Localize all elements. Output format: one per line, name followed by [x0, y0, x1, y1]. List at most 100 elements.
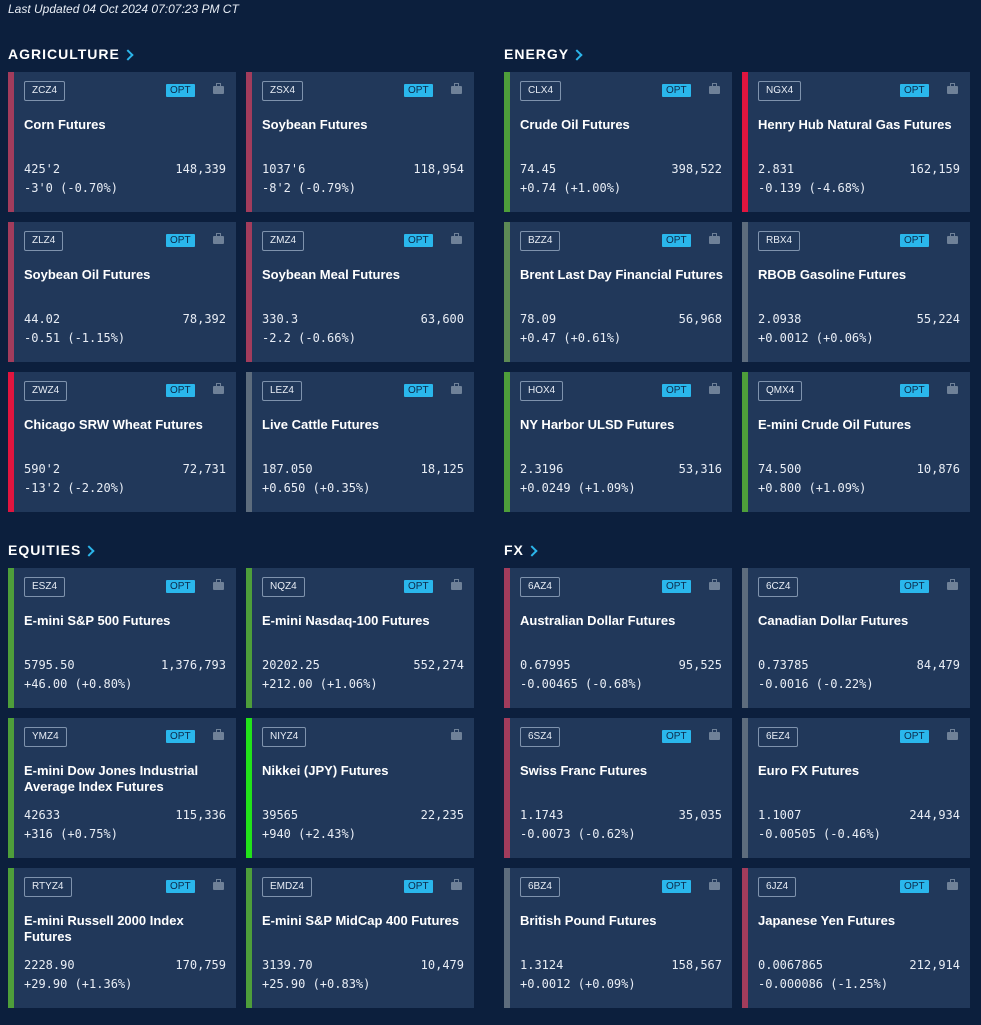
contract-name[interactable]: British Pound Futures [520, 913, 657, 928]
options-badge[interactable]: OPT [662, 234, 691, 247]
options-badge[interactable]: OPT [900, 580, 929, 593]
contract-name[interactable]: Nikkei (JPY) Futures [262, 763, 389, 778]
futures-card-ngx4[interactable]: NGX4 OPT Henry Hub Natural Gas Futures 2.83… [742, 72, 970, 212]
briefcase-icon[interactable] [709, 729, 720, 740]
options-badge[interactable]: OPT [166, 234, 195, 247]
contract-name[interactable]: Canadian Dollar Futures [758, 613, 909, 628]
briefcase-icon[interactable] [451, 879, 462, 890]
futures-card-zcz4[interactable]: ZCZ4 OPT Corn Futures 425'2 148,339 -3'0 (-0.… [8, 72, 236, 212]
futures-card-esz4[interactable]: ESZ4 OPT E-mini S&P 500 Futures 5795.50 1,37… [8, 568, 236, 708]
briefcase-icon[interactable] [709, 579, 720, 590]
contract-name[interactable]: E-mini S&P MidCap 400 Futures [262, 913, 459, 928]
briefcase-icon[interactable] [709, 233, 720, 244]
contract-code-badge[interactable]: YMZ4 [24, 727, 67, 747]
contract-code-badge[interactable]: EMDZ4 [262, 877, 312, 897]
briefcase-icon[interactable] [213, 383, 224, 394]
contract-code-badge[interactable]: ZLZ4 [24, 231, 64, 251]
futures-card-hox4[interactable]: HOX4 OPT NY Harbor ULSD Futures 2.3196 53,31… [504, 372, 732, 512]
options-badge[interactable]: OPT [404, 580, 433, 593]
contract-code-badge[interactable]: RTYZ4 [24, 877, 72, 897]
futures-card-6sz4[interactable]: 6SZ4 OPT Swiss Franc Futures 1.1743 35,035 -0… [504, 718, 732, 858]
contract-name[interactable]: E-mini S&P 500 Futures [24, 613, 171, 628]
futures-card-zsx4[interactable]: ZSX4 OPT Soybean Futures 1037'6 118,954 -8'2 … [246, 72, 474, 212]
futures-card-clx4[interactable]: CLX4 OPT Crude Oil Futures 74.45 398,522 +0.7… [504, 72, 732, 212]
contract-code-badge[interactable]: QMX4 [758, 381, 803, 401]
contract-code-badge[interactable]: ZCZ4 [24, 81, 65, 101]
briefcase-icon[interactable] [451, 233, 462, 244]
briefcase-icon[interactable] [213, 729, 224, 740]
futures-card-6bz4[interactable]: 6BZ4 OPT British Pound Futures 1.3124 158,56… [504, 868, 732, 1008]
briefcase-icon[interactable] [213, 579, 224, 590]
contract-code-badge[interactable]: RBX4 [758, 231, 801, 251]
contract-code-badge[interactable]: 6EZ4 [758, 727, 798, 747]
contract-code-badge[interactable]: NGX4 [758, 81, 802, 101]
futures-card-bzz4[interactable]: BZZ4 OPT Brent Last Day Financial Futures 7… [504, 222, 732, 362]
futures-card-zmz4[interactable]: ZMZ4 OPT Soybean Meal Futures 330.3 63,600 -2… [246, 222, 474, 362]
contract-code-badge[interactable]: 6SZ4 [520, 727, 560, 747]
contract-name[interactable]: Swiss Franc Futures [520, 763, 648, 778]
contract-code-badge[interactable]: 6BZ4 [520, 877, 560, 897]
briefcase-icon[interactable] [947, 233, 958, 244]
contract-name[interactable]: NY Harbor ULSD Futures [520, 417, 675, 432]
contract-name[interactable]: E-mini Nasdaq-100 Futures [262, 613, 430, 628]
contract-code-badge[interactable]: ZWZ4 [24, 381, 68, 401]
briefcase-icon[interactable] [947, 879, 958, 890]
options-badge[interactable]: OPT [662, 730, 691, 743]
briefcase-icon[interactable] [709, 879, 720, 890]
contract-name[interactable]: Brent Last Day Financial Futures [520, 267, 723, 282]
section-title-fx[interactable]: FX [504, 542, 538, 558]
options-badge[interactable]: OPT [662, 384, 691, 397]
contract-code-badge[interactable]: 6AZ4 [520, 577, 560, 597]
options-badge[interactable]: OPT [404, 234, 433, 247]
contract-name[interactable]: Corn Futures [24, 117, 106, 132]
futures-card-6cz4[interactable]: 6CZ4 OPT Canadian Dollar Futures 0.73785 84,… [742, 568, 970, 708]
contract-name[interactable]: RBOB Gasoline Futures [758, 267, 907, 282]
briefcase-icon[interactable] [947, 83, 958, 94]
futures-card-qmx4[interactable]: QMX4 OPT E-mini Crude Oil Futures 74.500 10,… [742, 372, 970, 512]
contract-code-badge[interactable]: ZSX4 [262, 81, 304, 101]
options-badge[interactable]: OPT [166, 84, 195, 97]
contract-name[interactable]: Live Cattle Futures [262, 417, 380, 432]
contract-name[interactable]: E-mini Russell 2000 Index Futures [24, 913, 184, 944]
futures-card-ymz4[interactable]: YMZ4 OPT E-mini Dow Jones Industrial Avera… [8, 718, 236, 858]
briefcase-icon[interactable] [451, 579, 462, 590]
contract-name[interactable]: Euro FX Futures [758, 763, 860, 778]
contract-code-badge[interactable]: NQZ4 [262, 577, 305, 597]
options-badge[interactable]: OPT [662, 880, 691, 893]
contract-name[interactable]: Soybean Oil Futures [24, 267, 151, 282]
contract-code-badge[interactable]: 6CZ4 [758, 577, 799, 597]
contract-name[interactable]: Japanese Yen Futures [758, 913, 896, 928]
contract-name[interactable]: Henry Hub Natural Gas Futures [758, 117, 952, 132]
contract-code-badge[interactable]: LEZ4 [262, 381, 302, 401]
section-title-equities[interactable]: EQUITIES [8, 542, 96, 558]
options-badge[interactable]: OPT [404, 880, 433, 893]
futures-card-rtyz4[interactable]: RTYZ4 OPT E-mini Russell 2000 Index Future… [8, 868, 236, 1008]
futures-card-zwz4[interactable]: ZWZ4 OPT Chicago SRW Wheat Futures 590'2 72,… [8, 372, 236, 512]
options-badge[interactable]: OPT [662, 84, 691, 97]
contract-code-badge[interactable]: ESZ4 [24, 577, 66, 597]
briefcase-icon[interactable] [947, 729, 958, 740]
contract-name[interactable]: E-mini Dow Jones Industrial Average Inde… [24, 763, 199, 794]
options-badge[interactable]: OPT [404, 384, 433, 397]
options-badge[interactable]: OPT [900, 384, 929, 397]
briefcase-icon[interactable] [709, 383, 720, 394]
futures-card-6az4[interactable]: 6AZ4 OPT Australian Dollar Futures 0.67995 9… [504, 568, 732, 708]
options-badge[interactable]: OPT [166, 384, 195, 397]
briefcase-icon[interactable] [213, 233, 224, 244]
briefcase-icon[interactable] [709, 83, 720, 94]
options-badge[interactable]: OPT [900, 234, 929, 247]
options-badge[interactable]: OPT [166, 580, 195, 593]
briefcase-icon[interactable] [947, 383, 958, 394]
contract-name[interactable]: Soybean Meal Futures [262, 267, 400, 282]
contract-code-badge[interactable]: ZMZ4 [262, 231, 305, 251]
futures-card-zlz4[interactable]: ZLZ4 OPT Soybean Oil Futures 44.02 78,392 -0.… [8, 222, 236, 362]
briefcase-icon[interactable] [451, 383, 462, 394]
briefcase-icon[interactable] [213, 879, 224, 890]
futures-card-6ez4[interactable]: 6EZ4 OPT Euro FX Futures 1.1007 244,934 -0.00… [742, 718, 970, 858]
contract-code-badge[interactable]: NIYZ4 [262, 727, 307, 747]
futures-card-emdz4[interactable]: EMDZ4 OPT E-mini S&P MidCap 400 Futures 313… [246, 868, 474, 1008]
briefcase-icon[interactable] [213, 83, 224, 94]
futures-card-6jz4[interactable]: 6JZ4 OPT Japanese Yen Futures 0.0067865 212,… [742, 868, 970, 1008]
contract-code-badge[interactable]: CLX4 [520, 81, 562, 101]
options-badge[interactable]: OPT [900, 84, 929, 97]
